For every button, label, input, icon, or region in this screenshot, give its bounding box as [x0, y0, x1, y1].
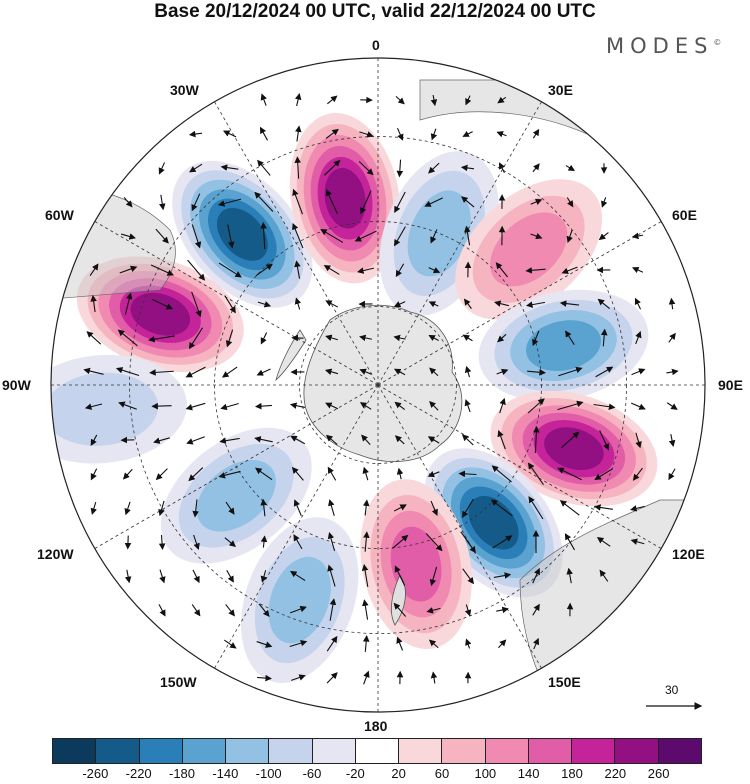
colorbar-tick-label: -260	[82, 766, 108, 781]
colorbar-cell	[572, 739, 615, 763]
polar-map	[0, 0, 750, 740]
colorbar-cell	[442, 739, 485, 763]
colorbar-tick-label: -60	[303, 766, 322, 781]
colorbar-tick-label: 20	[391, 766, 405, 781]
colorbar-tick-label: 100	[474, 766, 496, 781]
wind-vector	[152, 406, 171, 407]
lon-label-120w: 120W	[37, 546, 74, 562]
lon-label-150w: 150W	[160, 674, 197, 690]
reference-vector-arrow	[643, 684, 713, 714]
colorbar-cell	[226, 739, 269, 763]
colorbar-cell	[140, 739, 183, 763]
colorbar-tick-label: -140	[212, 766, 238, 781]
lon-label-180: 180	[364, 718, 387, 734]
lon-label-120e: 120E	[672, 546, 705, 562]
lon-label-0: 0	[372, 37, 380, 53]
colorbar-cell	[356, 739, 399, 763]
map-disc	[11, 40, 740, 740]
colorbar-cell	[659, 739, 701, 763]
colorbar-cell	[183, 739, 226, 763]
colorbar-cell	[269, 739, 312, 763]
colorbar-cell	[615, 739, 658, 763]
colorbar-tick-label: -100	[256, 766, 282, 781]
colorbar	[52, 738, 702, 764]
lon-label-90e: 90E	[718, 377, 743, 393]
colorbar-tick-label: 60	[435, 766, 449, 781]
colorbar-cell	[529, 739, 572, 763]
colorbar-tick-label: -20	[346, 766, 365, 781]
colorbar-cell	[486, 739, 529, 763]
colorbar-tick-label: 220	[604, 766, 626, 781]
antarctica	[304, 305, 462, 461]
colorbar-cell	[313, 739, 356, 763]
colorbar-cell	[399, 739, 442, 763]
lon-label-150e: 150E	[548, 674, 581, 690]
colorbar-tick-label: 260	[648, 766, 670, 781]
lon-label-30e: 30E	[548, 82, 573, 98]
lon-label-90w: 90W	[2, 377, 31, 393]
lon-label-30w: 30W	[170, 82, 199, 98]
colorbar-cell	[53, 739, 96, 763]
colorbar-tick-label: 140	[518, 766, 540, 781]
lon-label-60e: 60E	[672, 207, 697, 223]
lon-label-60w: 60W	[45, 207, 74, 223]
colorbar-tick-label: -220	[126, 766, 152, 781]
colorbar-tick-label: 180	[561, 766, 583, 781]
colorbar-cell	[96, 739, 139, 763]
colorbar-ticks: -260 -220 -180 -140 -100 -60 -20 20 60 100 140 180 2…	[52, 766, 702, 784]
colorbar-tick-label: -180	[169, 766, 195, 781]
